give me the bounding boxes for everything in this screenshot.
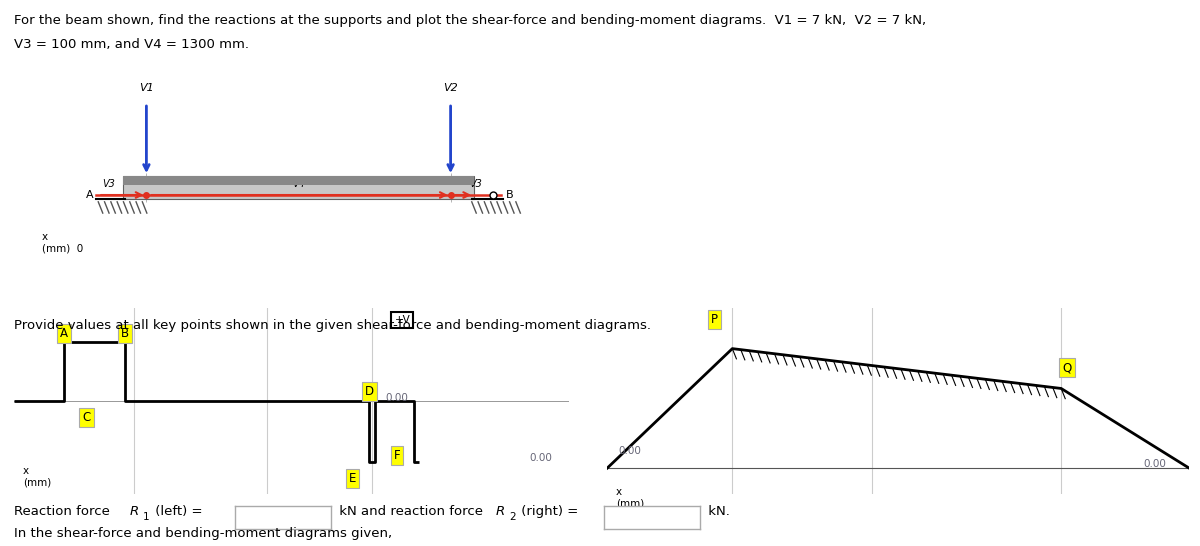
- Text: P: P: [712, 313, 719, 326]
- Text: A: A: [60, 327, 68, 340]
- Text: R: R: [496, 505, 505, 518]
- Text: x
(mm): x (mm): [616, 486, 644, 508]
- Text: x
(mm)  0: x (mm) 0: [42, 232, 83, 254]
- Text: 2: 2: [509, 512, 516, 522]
- Text: Provide values at all key points shown in the given shear-force and bending-mome: Provide values at all key points shown i…: [14, 319, 652, 333]
- Text: kN.: kN.: [704, 505, 731, 518]
- Text: V3 = 100 mm, and V4 = 1300 mm.: V3 = 100 mm, and V4 = 1300 mm.: [14, 38, 250, 51]
- Text: 0.00: 0.00: [1144, 459, 1166, 470]
- Text: B: B: [121, 327, 130, 340]
- Text: (left) =: (left) =: [151, 505, 206, 518]
- Text: F: F: [394, 449, 401, 462]
- Text: E: E: [349, 472, 356, 485]
- Text: (right) =: (right) =: [517, 505, 583, 518]
- Text: Q: Q: [1062, 361, 1072, 375]
- Text: 0.00: 0.00: [386, 393, 409, 402]
- Text: V1: V1: [139, 83, 154, 93]
- Text: R: R: [130, 505, 139, 518]
- Text: V2: V2: [443, 83, 458, 93]
- Text: B: B: [505, 190, 514, 200]
- Text: For the beam shown, find the reactions at the supports and plot the shear-force : For the beam shown, find the reactions a…: [14, 14, 926, 27]
- Text: x
(mm): x (mm): [23, 466, 50, 488]
- Text: A: A: [86, 190, 94, 200]
- Text: 0.00: 0.00: [529, 453, 552, 463]
- Text: D: D: [365, 384, 373, 397]
- Text: V4: V4: [292, 179, 305, 189]
- Bar: [124, 176, 474, 185]
- Text: kN and reaction force: kN and reaction force: [335, 505, 487, 518]
- Text: +V: +V: [395, 314, 410, 325]
- Text: 0.00: 0.00: [619, 447, 642, 456]
- Text: C: C: [83, 411, 90, 424]
- Text: 1: 1: [143, 512, 150, 522]
- Text: Reaction force: Reaction force: [14, 505, 114, 518]
- Text: V3: V3: [469, 179, 482, 189]
- Bar: [124, 176, 474, 199]
- Text: In the shear-force and bending-moment diagrams given,: In the shear-force and bending-moment di…: [14, 527, 392, 541]
- Text: V3: V3: [102, 179, 115, 189]
